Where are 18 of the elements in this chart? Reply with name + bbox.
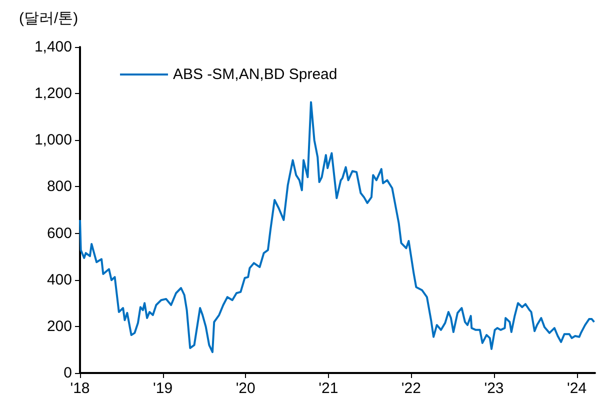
- x-tick-label: '20: [236, 380, 256, 397]
- x-tick-label: '21: [318, 380, 338, 397]
- line-series: [79, 101, 596, 354]
- y-tick-label: 1,200: [34, 85, 72, 102]
- legend-label: ABS -SM,AN,BD Spread: [173, 66, 338, 83]
- y-tick-label: 600: [46, 224, 72, 242]
- y-tick-label: 1,000: [34, 132, 72, 149]
- y-tick-label: 0: [64, 364, 72, 382]
- x-tick-label: '22: [401, 380, 421, 397]
- y-tick-label: 1,400: [34, 38, 72, 56]
- x-tick-label: '24: [567, 380, 587, 397]
- y-axis-title: (달러/톤): [19, 10, 78, 27]
- x-tick-label: '19: [153, 380, 173, 397]
- y-tick-label: 800: [46, 178, 72, 196]
- y-tick-label: 400: [46, 271, 72, 288]
- x-tick-label: '23: [484, 380, 504, 397]
- y-tick-label: 200: [46, 318, 72, 335]
- x-tick-label: '18: [70, 380, 90, 397]
